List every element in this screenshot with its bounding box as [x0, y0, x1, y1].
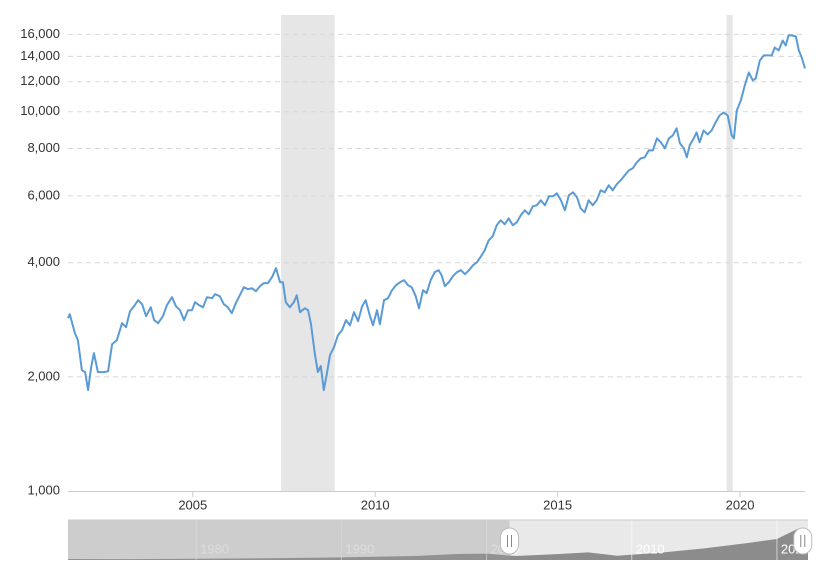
- navigator-tick-label: 2010: [636, 541, 665, 556]
- y-tick-label: 6,000: [27, 187, 60, 202]
- x-tick-label: 2020: [726, 497, 755, 512]
- navigator-area: [68, 529, 808, 560]
- y-tick-label: 12,000: [20, 73, 60, 88]
- navigator-tick-label: 1980: [200, 541, 229, 556]
- navigator-tick-label: 1990: [345, 541, 374, 556]
- y-tick-label: 8,000: [27, 140, 60, 155]
- x-tick-label: 2005: [178, 497, 207, 512]
- y-tick-label: 16,000: [20, 26, 60, 41]
- navigator-mask: [68, 520, 510, 560]
- y-tick-label: 14,000: [20, 48, 60, 63]
- recession-band: [726, 15, 733, 491]
- x-tick-label: 2015: [543, 497, 572, 512]
- x-tick-label: 2010: [361, 497, 390, 512]
- series-line: [67, 34, 806, 392]
- recession-band: [281, 15, 335, 491]
- y-tick-label: 10,000: [20, 103, 60, 118]
- navigator-handle[interactable]: [500, 527, 520, 555]
- y-tick-label: 2,000: [27, 368, 60, 383]
- y-tick-label: 1,000: [27, 482, 60, 497]
- y-tick-label: 4,000: [27, 254, 60, 269]
- navigator-handle[interactable]: [793, 527, 813, 555]
